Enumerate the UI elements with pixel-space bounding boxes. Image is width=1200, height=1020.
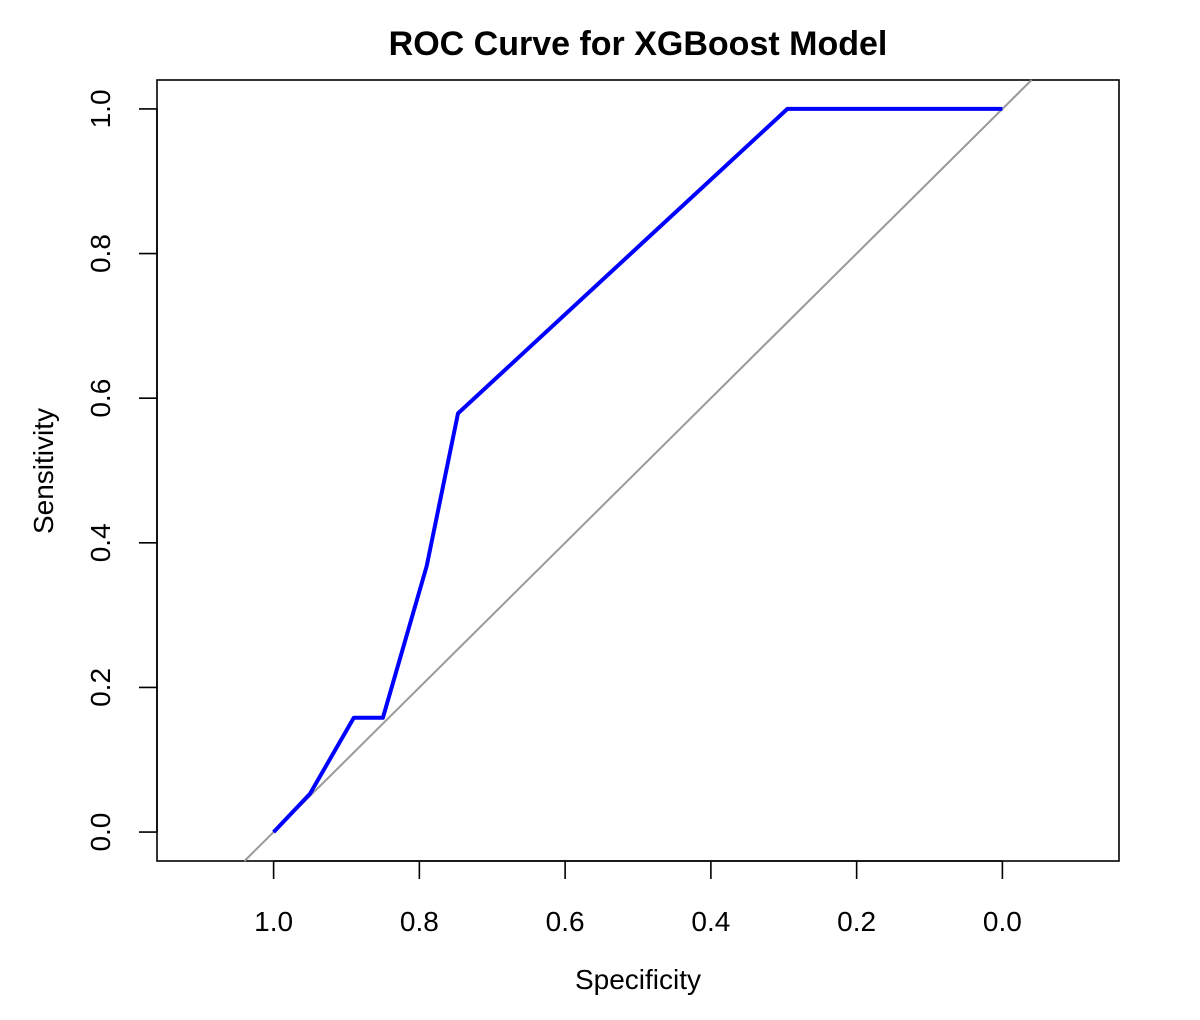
y-tick-label: 0.4 [85, 523, 116, 562]
roc-curve-line [272, 106, 1003, 834]
y-tick-label: 0.6 [85, 379, 116, 418]
x-tick-label: 0.0 [983, 906, 1022, 937]
y-tick-label: 0.0 [85, 813, 116, 852]
y-tick-label: 0.2 [85, 668, 116, 707]
x-axis-label: Specificity [575, 964, 701, 995]
x-tick-label: 0.2 [837, 906, 876, 937]
x-tick-label: 0.4 [691, 906, 730, 937]
reference-diagonal-line [243, 79, 1033, 862]
x-tick-label: 1.0 [254, 906, 293, 937]
reference-diagonal-layer [243, 79, 1033, 862]
y-tick-label: 1.0 [85, 89, 116, 128]
x-axis: 1.0 0.8 0.6 0.4 0.2 0.0 [254, 860, 1022, 937]
y-axis: 0.0 0.2 0.4 0.6 0.8 1.0 [85, 89, 158, 852]
series-layer [272, 106, 1003, 834]
y-tick-label: 0.8 [85, 234, 116, 273]
x-tick-label: 0.8 [400, 906, 439, 937]
x-tick-label: 0.6 [546, 906, 585, 937]
y-axis-label: Sensitivity [28, 408, 59, 534]
chart-title: ROC Curve for XGBoost Model [389, 25, 888, 63]
